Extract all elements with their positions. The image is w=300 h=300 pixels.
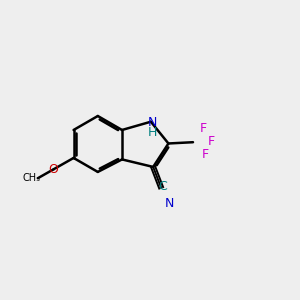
Text: H: H [148,125,157,139]
Text: N: N [164,197,174,210]
Text: F: F [200,122,207,135]
Text: N: N [148,116,157,129]
Text: F: F [208,135,215,148]
Text: CH₃: CH₃ [23,173,41,183]
Text: C: C [158,180,167,193]
Text: F: F [201,148,208,161]
Text: O: O [49,163,58,176]
